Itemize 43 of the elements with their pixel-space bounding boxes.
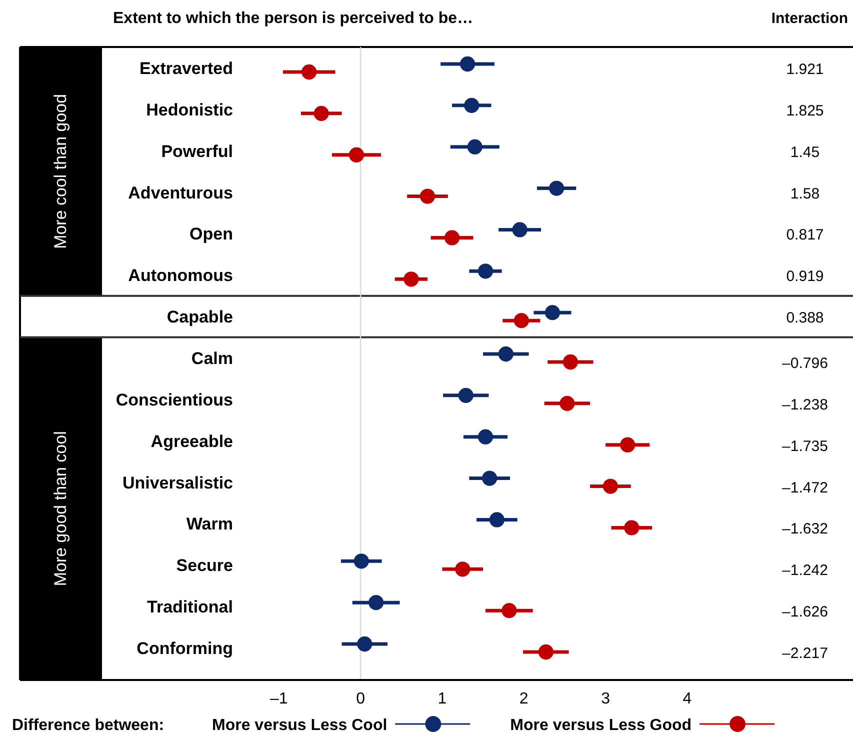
legend-label: More versus Less Cool (212, 717, 388, 734)
annotation: –1.632 (782, 520, 828, 538)
chart-title: Extent to which the person is perceived to be… (113, 10, 474, 27)
y-tick-label: Extraverted (139, 59, 233, 78)
x-tick-label: 3 (601, 690, 610, 708)
annotation: –1.735 (782, 438, 828, 455)
y-tick-label: Universalistic (122, 473, 233, 492)
y-tick-label: Warm (186, 514, 233, 534)
annotation: 1.58 (790, 185, 820, 202)
y-tick-label: Autonomous (128, 266, 233, 286)
annotation: –1.626 (782, 604, 828, 621)
annotation: –2.217 (782, 645, 828, 662)
annotation: –1.242 (782, 562, 828, 580)
annotation: 0.388 (786, 310, 824, 327)
y-tick-label: Conscientious (116, 390, 233, 410)
annotation: 1.921 (786, 61, 824, 78)
annotation: 0.817 (786, 226, 824, 244)
y-tick-label: Adventurous (128, 183, 233, 202)
y-tick-label: Capable (166, 308, 233, 327)
x-tick-label: 2 (519, 690, 528, 708)
annotation: –1.238 (782, 396, 828, 414)
annotation: 0.919 (786, 268, 824, 286)
y-tick-label: Conforming (136, 639, 233, 658)
annotation: More cool than good (51, 94, 70, 249)
annotation: More good than cool (51, 431, 70, 586)
x-tick-label: 0 (356, 690, 366, 708)
annotation: –0.796 (782, 355, 828, 372)
y-tick-label: Hedonistic (146, 100, 233, 120)
legend-label: More versus Less Good (510, 717, 692, 734)
y-tick-label: Traditional (147, 598, 233, 617)
y-tick-label: Powerful (161, 142, 233, 161)
text: Interaction (771, 10, 848, 27)
x-tick-label: –1 (270, 690, 288, 708)
annotation: –1.472 (782, 479, 828, 496)
y-tick-label: Calm (191, 349, 233, 368)
y-tick-label: Open (190, 224, 233, 244)
x-tick-label: 1 (438, 690, 447, 708)
legend-title: Difference between: (12, 717, 164, 734)
x-tick-label: 4 (682, 690, 692, 708)
y-tick-label: Agreeable (150, 432, 233, 451)
annotation: 1.825 (786, 102, 824, 120)
annotation: 1.45 (790, 144, 820, 161)
y-tick-label: Secure (176, 556, 233, 576)
